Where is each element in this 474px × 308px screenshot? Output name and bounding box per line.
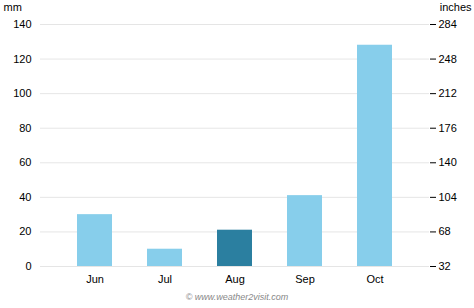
- svg-text:Jun: Jun: [86, 273, 104, 285]
- html-text:© www.weather2visit.com: © www.weather2visit.com: [185, 292, 289, 302]
- svg-text:mm: mm: [4, 1, 22, 13]
- svg-text:Sep: Sep: [295, 273, 315, 285]
- svg-text:140: 140: [439, 156, 457, 168]
- svg-text:104: 104: [439, 191, 457, 203]
- svg-text:284: 284: [439, 18, 457, 30]
- svg-text:inches: inches: [440, 1, 472, 13]
- svg-text:Oct: Oct: [366, 273, 383, 285]
- svg-text:80: 80: [19, 122, 31, 134]
- svg-text:120: 120: [13, 53, 31, 65]
- svg-text:140: 140: [13, 18, 31, 30]
- svg-text:100: 100: [13, 87, 31, 99]
- svg-text:Jul: Jul: [158, 273, 172, 285]
- svg-text:20: 20: [19, 225, 31, 237]
- svg-text:248: 248: [439, 53, 457, 65]
- svg-text:Aug: Aug: [225, 273, 245, 285]
- svg-text:212: 212: [439, 87, 457, 99]
- svg-text:40: 40: [19, 191, 31, 203]
- svg-text:0: 0: [25, 260, 31, 272]
- svg-text:68: 68: [439, 225, 451, 237]
- svg-text:176: 176: [439, 122, 457, 134]
- svg-text:60: 60: [19, 156, 31, 168]
- svg-text:32: 32: [439, 260, 451, 272]
